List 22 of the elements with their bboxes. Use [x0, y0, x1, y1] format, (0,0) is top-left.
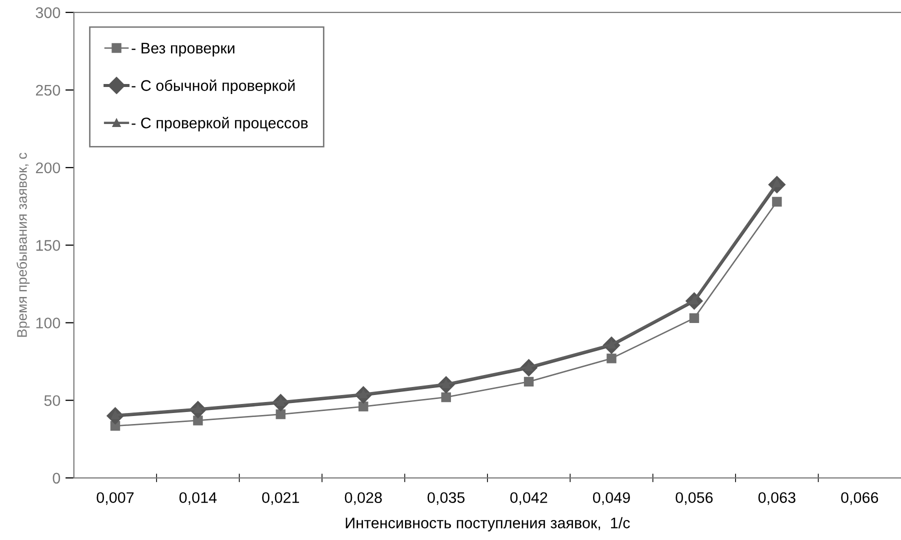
y-tick-label: 250 — [36, 84, 60, 96]
y-tick-label: 200 — [36, 162, 60, 174]
y-tick-label: 300 — [36, 7, 60, 18]
x-tick-label: 0,007 — [96, 492, 134, 505]
y-tick-label: 0 — [52, 472, 60, 484]
y-axis-title: Время пребывания заявок, с — [16, 152, 30, 337]
legend-label: - С обычной проверкой — [132, 79, 295, 94]
x-tick-label: 0,035 — [428, 492, 465, 505]
x-tick-label: 0,021 — [262, 492, 300, 505]
x-tick-label: 0,049 — [592, 492, 630, 505]
y-tick-label: 50 — [44, 395, 60, 406]
y-tick-label: 150 — [36, 240, 60, 251]
legend-label: - Вез проверки — [132, 42, 234, 57]
x-tick-label: 0,028 — [344, 492, 382, 505]
legend-label: - С проверкой процессов — [132, 116, 308, 132]
x-axis-title: Интенсивность поступления заявок, 1/с — [346, 517, 630, 532]
x-tick-label: 0,014 — [179, 492, 217, 505]
x-tick-label: 0,063 — [758, 492, 796, 505]
x-tick-label: 0,042 — [510, 492, 548, 505]
x-tick-label: 0,056 — [676, 492, 713, 505]
x-tick-label: 0,066 — [841, 492, 878, 505]
y-tick-label: 100 — [36, 318, 60, 328]
